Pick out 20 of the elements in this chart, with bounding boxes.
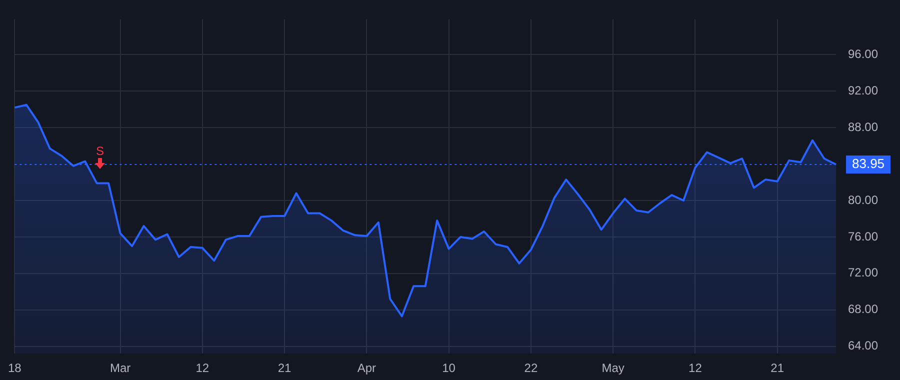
x-tick-label: Apr [357,361,376,376]
y-tick-label: 68.00 [848,302,878,316]
y-tick-label: 88.00 [848,120,878,134]
y-tick-label: 64.00 [848,338,878,353]
x-tick-label: 21 [278,361,292,376]
y-tick-label: 96.00 [848,47,878,62]
x-tick-label: May [602,361,624,376]
y-tick-label: 76.00 [848,229,878,244]
x-tick-label: 18 [8,361,22,376]
y-tick-label: 72.00 [848,266,878,280]
x-tick-label: 22 [524,361,538,376]
y-tick-label: 92.00 [848,83,878,98]
ref-line-label: 83.95 [852,156,885,172]
x-tick-label: Mar [110,361,131,376]
y-tick-label: 80.00 [848,192,878,207]
annotation: S [94,144,105,158]
x-tick-label: 10 [442,361,456,376]
x-tick-label: 12 [688,361,702,376]
x-tick-label: 21 [770,361,784,376]
x-tick-label: 12 [196,361,210,376]
